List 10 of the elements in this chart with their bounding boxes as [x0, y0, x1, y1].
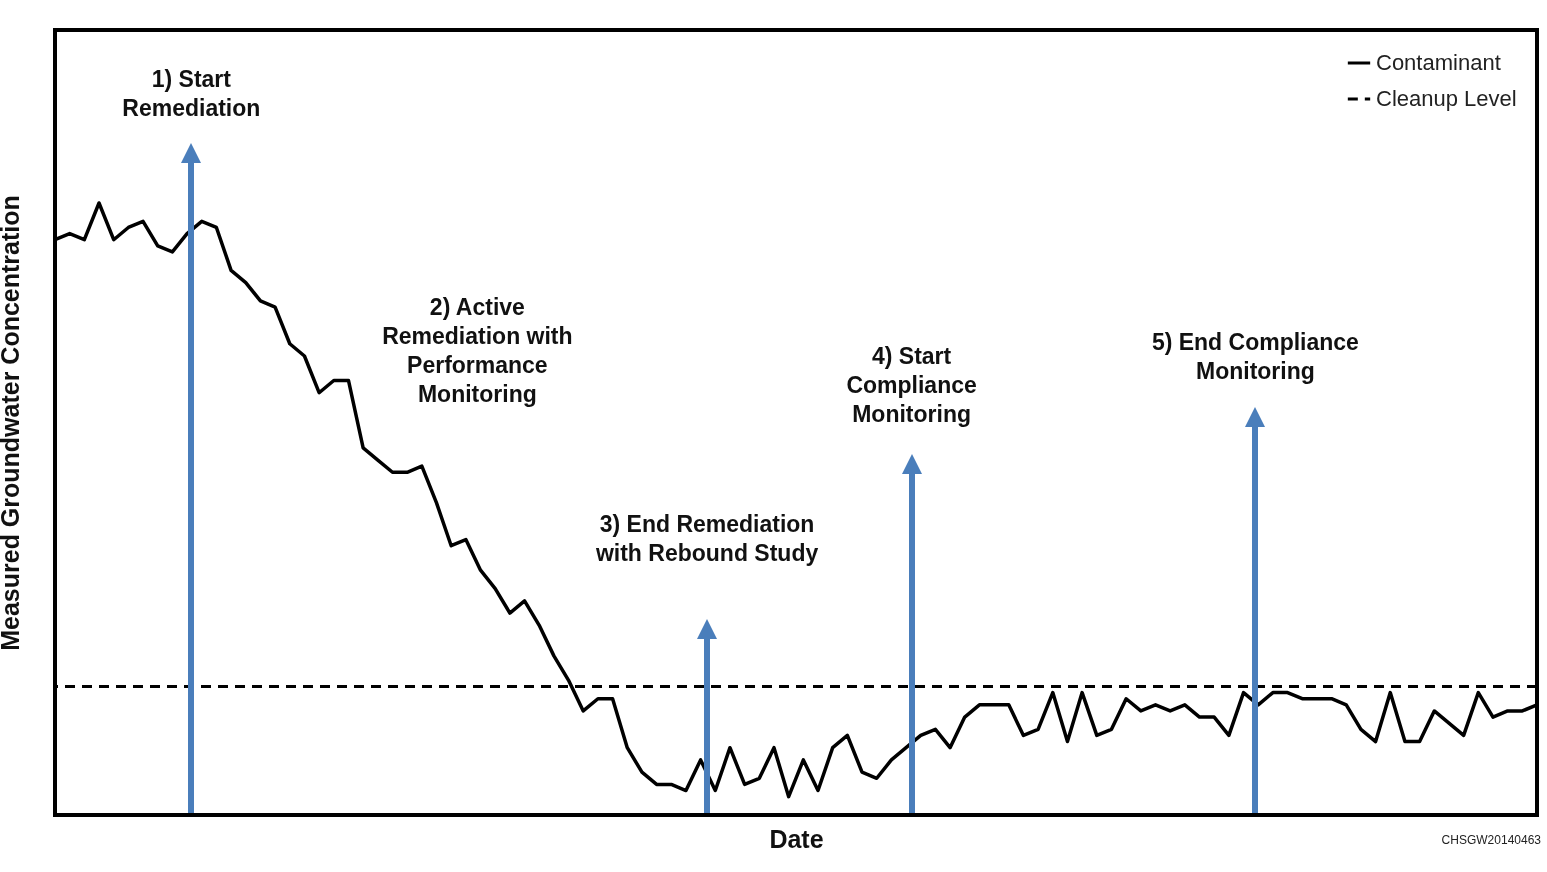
annotation: 2) Active Remediation with Performance Monitoring	[381, 292, 574, 409]
y-axis-title: Measured Groundwater Concentration	[0, 195, 24, 651]
legend-label: Contaminant	[1376, 50, 1501, 75]
x-axis-title: Date	[769, 824, 824, 853]
annotation: 5) End Compliance Monitoring	[1150, 328, 1360, 387]
annotation: 3) End Remediation with Rebound Study	[594, 509, 820, 568]
legend-label: Cleanup Level	[1376, 86, 1517, 111]
annotation: 4) Start Compliance Monitoring	[845, 342, 978, 430]
text: 1) Start Remediation	[121, 64, 262, 123]
text: CHSGW20140463	[1441, 833, 1541, 847]
